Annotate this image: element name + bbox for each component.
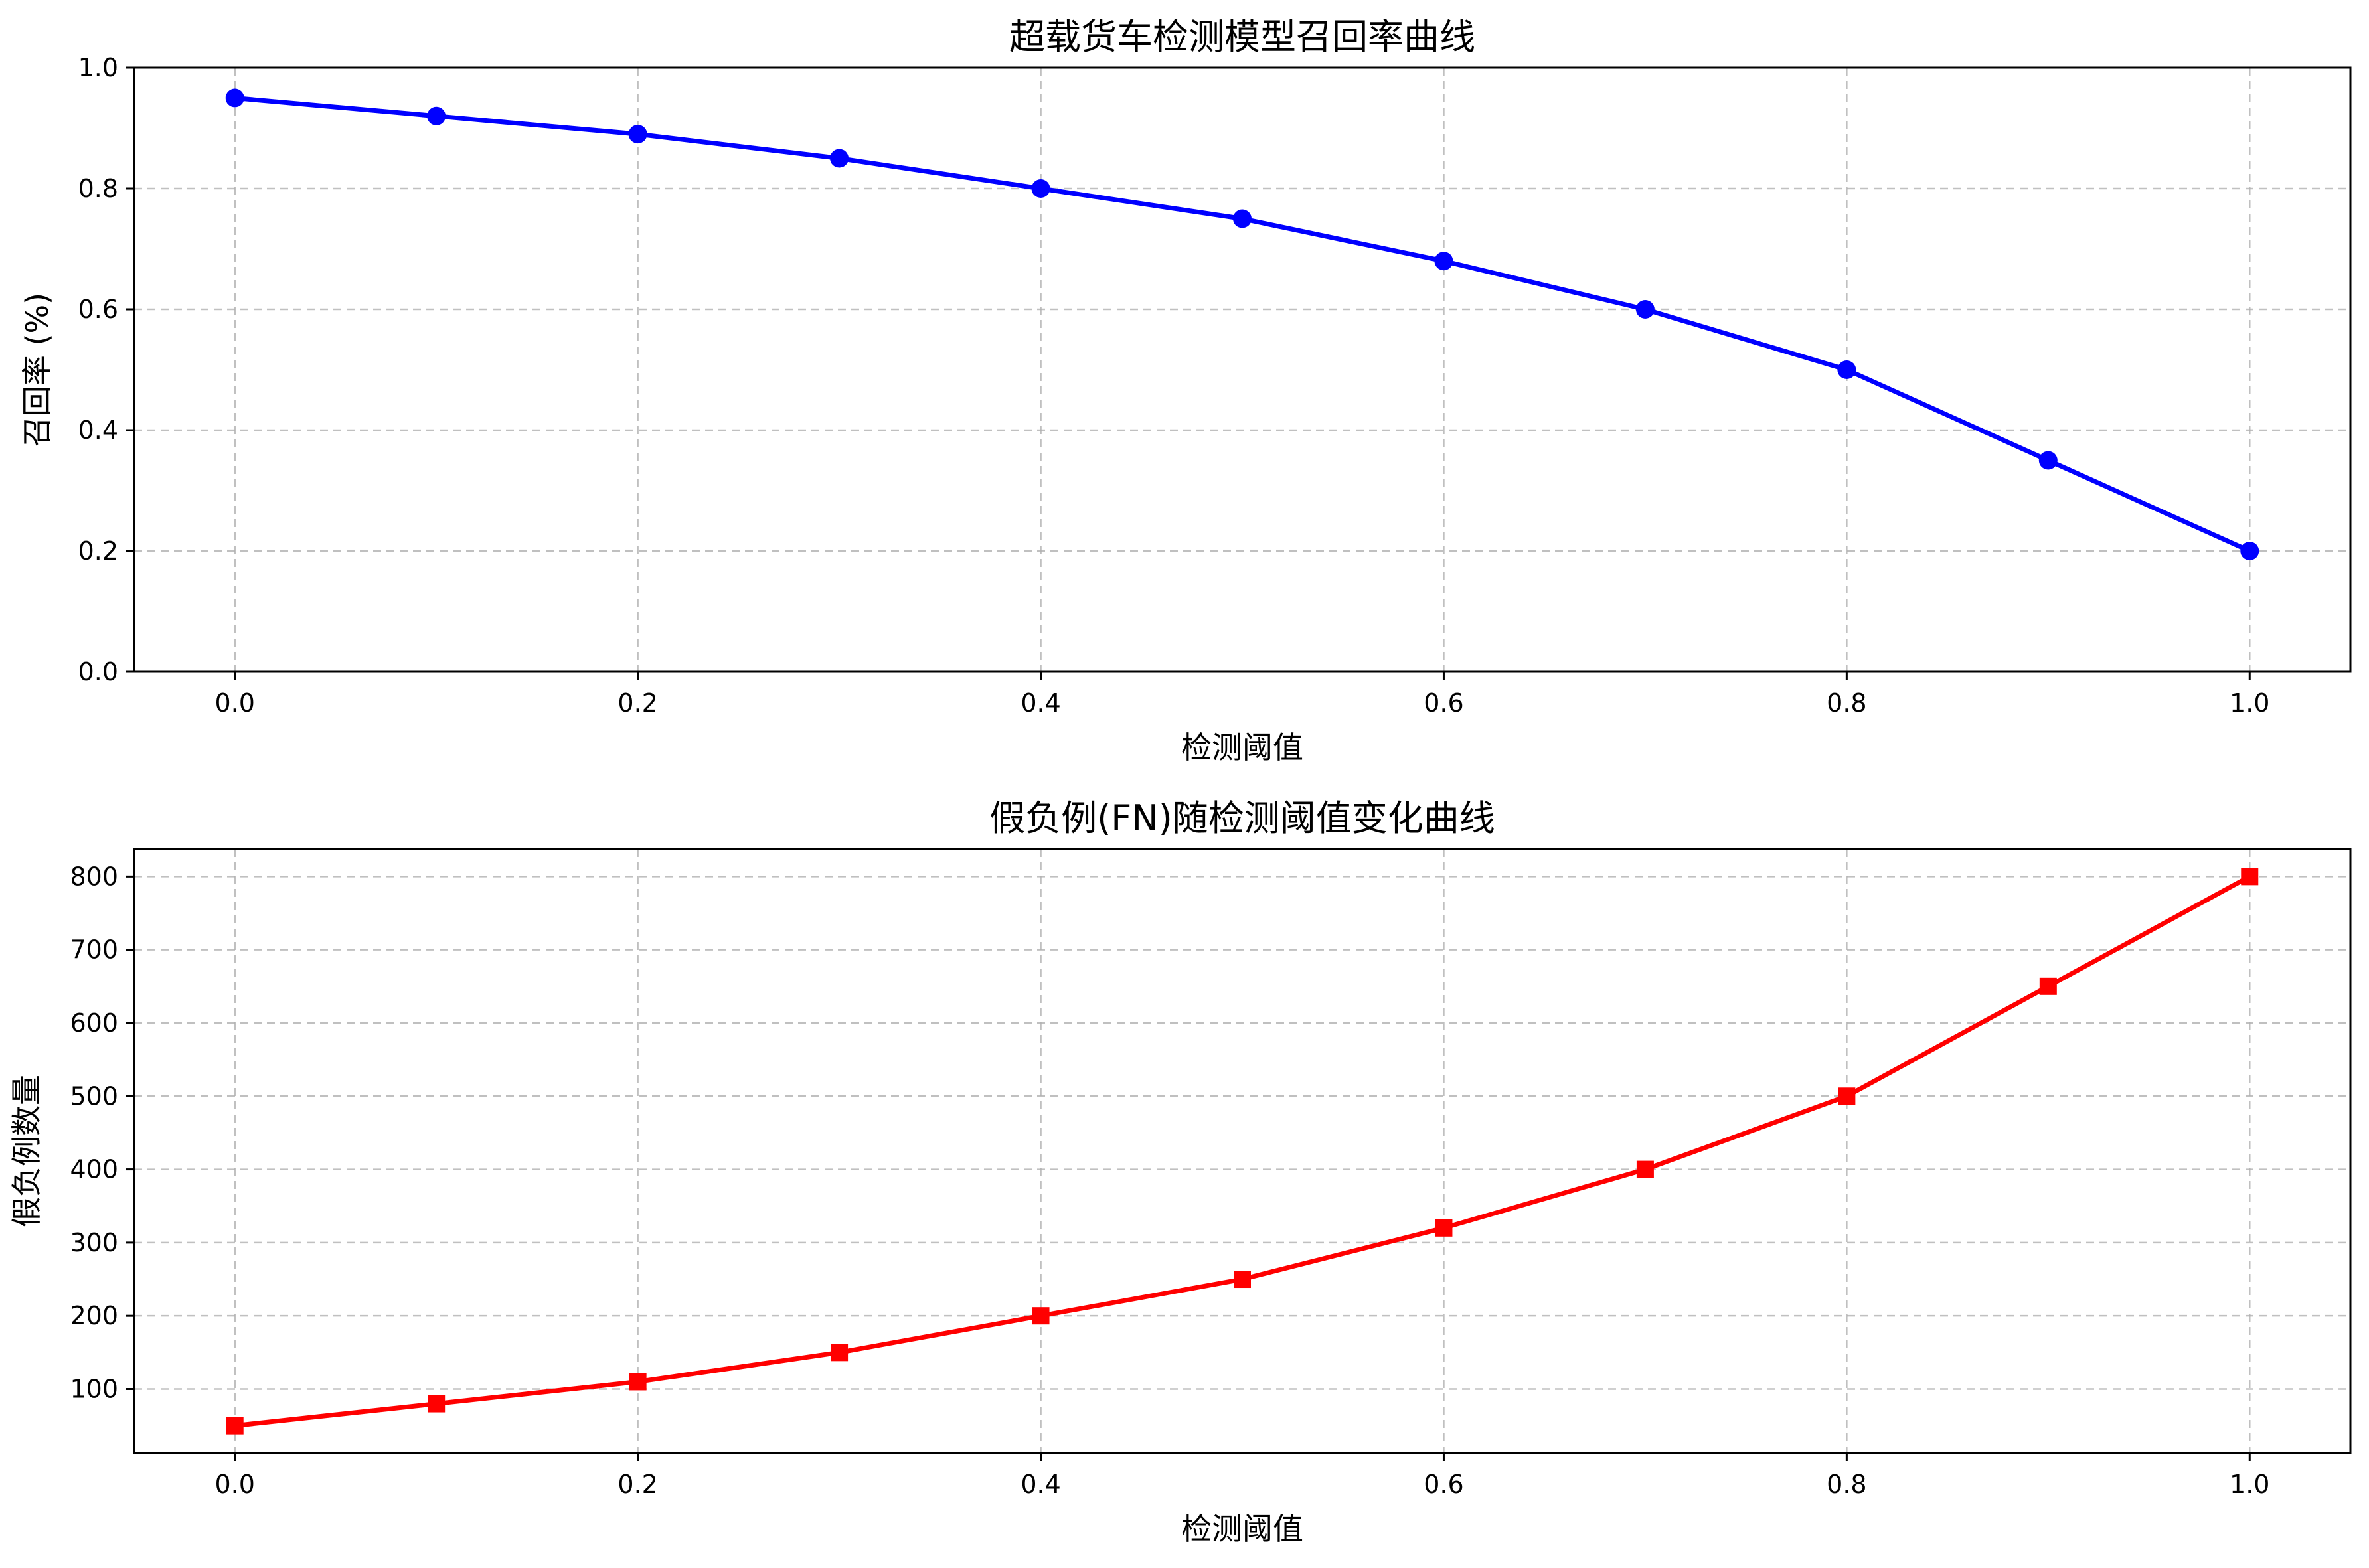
fn-xtick-label-2: 0.4 [1021,1470,1060,1499]
recall-chart-title: 超载货车检测模型召回率曲线 [1009,16,1475,58]
fn-point-0 [226,1417,244,1435]
fn-xtick-label-0: 0.0 [215,1470,255,1499]
fn-xtick-label-1: 0.2 [617,1470,657,1499]
fn-series-line-0 [234,874,2251,1429]
fn-ytick-label-1: 200 [70,1301,118,1330]
fn-point-6 [1435,1219,1453,1237]
recall-point-5 [1233,209,1252,228]
fn-plot-frame [133,848,2352,1454]
recall-ytick-label-1: 0.2 [78,536,118,566]
recall-plot-frame [133,66,2352,673]
recall-series-line-0 [234,96,2251,554]
fn-ytick-label-7: 800 [70,862,118,891]
recall-point-2 [628,125,647,144]
fn-gridlines [134,849,2350,1453]
recall-ytick-label-4: 0.8 [78,174,118,203]
recall-y-axis-label: 召回率 (%) [19,293,55,447]
recall-xtick-label-3: 0.6 [1424,688,1463,718]
recall-chart: 0.0 0.2 0.4 0.6 0.8 1.0 0.0 0.2 0.4 0.6 0.8 1.0 超载货… [19,16,2352,765]
fn-ytick-label-2: 300 [70,1228,118,1257]
recall-point-6 [1434,252,1453,271]
recall-point-9 [2038,451,2058,470]
recall-series [225,88,2259,560]
recall-xtick-label-1: 0.2 [617,688,657,718]
fn-point-3 [831,1344,849,1362]
fn-point-5 [1234,1271,1251,1289]
recall-ytick-label-2: 0.4 [78,416,118,445]
fn-point-4 [1032,1307,1050,1325]
fn-ytick-label-4: 500 [70,1081,118,1111]
recall-gridlines [134,66,2350,673]
fn-xtick-label-3: 0.6 [1424,1470,1463,1499]
fn-ticks: 0.0 0.2 0.4 0.6 0.8 1.0 100 200 300 400 500 600 700 8… [70,862,2269,1499]
fn-point-10 [2241,868,2259,886]
fn-point-8 [1838,1087,1856,1105]
recall-xtick-label-4: 0.8 [1827,688,1866,718]
fn-point-1 [428,1395,446,1413]
fn-ytick-label-0: 100 [70,1374,118,1403]
fn-series [226,868,2259,1435]
fn-xtick-label-4: 0.8 [1827,1470,1866,1499]
recall-ticks: 0.0 0.2 0.4 0.6 0.8 1.0 0.0 0.2 0.4 0.6 0.8 1.0 [78,53,2270,718]
recall-point-8 [1837,360,1856,379]
recall-point-4 [1031,179,1050,198]
recall-xtick-label-5: 1.0 [2230,688,2269,718]
recall-ytick-label-3: 0.6 [78,295,118,324]
fn-point-7 [1636,1160,1654,1178]
recall-x-axis-label: 检测阈值 [1181,730,1303,765]
recall-point-0 [225,88,244,108]
recall-point-10 [2240,542,2259,560]
recall-point-7 [1635,300,1655,319]
recall-point-3 [830,149,849,168]
recall-ytick-label-5: 1.0 [78,53,118,82]
fn-ytick-label-6: 700 [70,935,118,965]
recall-xtick-label-0: 0.0 [215,688,255,718]
recall-xtick-label-2: 0.4 [1021,688,1060,718]
fn-point-9 [2039,977,2057,995]
fn-ytick-label-5: 600 [70,1008,118,1038]
fn-xtick-label-5: 1.0 [2230,1470,2269,1499]
recall-ytick-label-0: 0.0 [78,657,118,686]
recall-point-1 [427,106,446,125]
fn-chart-title: 假负例(FN)随检测阈值变化曲线 [989,797,1495,839]
fn-ytick-label-3: 400 [70,1155,118,1184]
false-negative-chart: 0.0 0.2 0.4 0.6 0.8 1.0 100 200 300 400 500 600 700 8… [9,797,2352,1547]
fn-y-axis-label: 假负例数量 [9,1075,44,1227]
fn-point-2 [629,1373,647,1391]
fn-x-axis-label: 检测阈值 [1181,1511,1303,1547]
